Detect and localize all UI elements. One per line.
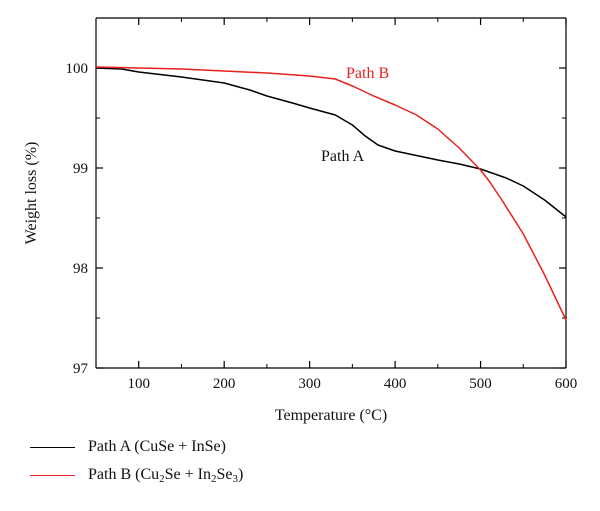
annotation-path-b: Path B [346,65,389,82]
x-tick-label: 300 [298,376,321,392]
legend-item-path-a: Path A (CuSe + InSe) [30,436,570,458]
x-tick-label: 100 [127,376,150,392]
plot-frame [95,17,567,369]
x-tick-label: 500 [469,376,492,392]
y-axis-ticks: 97 98 99 100 [66,17,566,377]
y-tick-label: 98 [73,261,88,277]
x-axis-ticks: 100 200 300 400 500 600 [95,18,578,392]
y-axis-label: Weight loss (%) [23,142,40,245]
x-axis-label: Temperature (°C) [275,407,387,424]
legend-label-path-a: Path A (CuSe + InSe) [88,438,226,455]
y-tick-label: 97 [73,361,89,377]
y-tick-label: 99 [73,161,88,177]
legend: Path A (CuSe + InSe) Path B (Cu2Se + In2… [30,436,570,492]
legend-label-path-b: Path B (Cu2Se + In2Se3) [88,466,244,485]
legend-swatch-path-a [30,447,75,448]
series-line-path-a [95,67,567,218]
legend-swatch-path-b [30,475,75,476]
annotation-path-a: Path A [321,148,365,165]
annotations: Path A Path B [321,65,389,165]
x-tick-label: 400 [384,376,407,392]
series-layer [95,66,567,321]
series-line-path-b [95,66,567,321]
x-tick-label: 200 [213,376,236,392]
legend-item-path-b: Path B (Cu2Se + In2Se3) [30,464,570,486]
x-tick-label: 600 [555,376,578,392]
y-tick-label: 100 [66,61,89,77]
